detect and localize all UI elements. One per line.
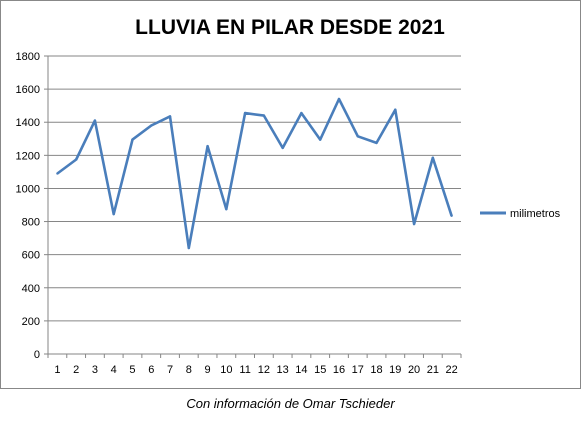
y-tick-label: 400 [22,283,40,295]
x-tick-label: 7 [167,364,173,376]
data-point [187,246,190,250]
y-tick-label: 1000 [16,183,40,195]
y-tick-label: 1400 [16,117,40,129]
x-tick-label: 16 [333,364,345,376]
data-point [450,214,453,217]
y-tick-label: 1200 [16,150,40,162]
x-tick-label: 1 [54,364,60,376]
data-point [319,138,322,141]
x-tick-label: 9 [205,364,211,376]
y-tick-label: 1600 [16,84,40,96]
data-point [56,172,59,175]
data-point [394,108,397,112]
y-tick-label: 200 [22,316,40,328]
data-point [131,138,134,141]
x-tick-label: 5 [129,364,135,376]
data-point [206,145,209,148]
data-point [300,111,303,115]
data-point [281,146,284,150]
x-tick-label: 17 [352,364,364,376]
data-point [112,212,115,216]
x-tick-label: 12 [258,364,270,376]
data-point [356,135,359,138]
x-tick-label: 4 [111,364,117,376]
legend-series-label: milimetros [510,208,561,220]
data-point [262,114,266,117]
x-tick-label: 20 [408,364,420,376]
legend: milimetros [480,208,561,220]
data-point [168,115,172,118]
x-tick-label: 6 [148,364,154,376]
x-tick-label: 15 [314,364,326,376]
chart-area-border [0,0,581,389]
data-point [412,222,416,226]
caption: Con información de Omar Tschieder [186,396,395,411]
x-tick-label: 8 [186,364,192,376]
data-point [243,111,247,115]
data-point [74,158,78,161]
y-tick-label: 600 [22,250,40,262]
series-line-milimetros [56,97,453,250]
x-tick-label: 14 [295,364,307,376]
x-tick-label: 13 [277,364,289,376]
data-point [225,207,228,211]
x-tick-label: 21 [427,364,439,376]
x-tick-label: 3 [92,364,98,376]
x-tick-label: 11 [239,364,250,376]
y-tick-label: 1800 [16,51,40,63]
x-tick-label: 2 [73,364,79,376]
y-tick-label: 0 [34,349,40,361]
x-tick-label: 18 [370,364,382,376]
data-point [93,119,97,122]
x-tick-label: 19 [389,364,401,376]
x-tick-label: 10 [220,364,232,376]
data-point [337,97,341,101]
data-point [431,156,435,160]
data-point [375,141,378,145]
chart-title: LLUVIA EN PILAR DESDE 2021 [135,16,445,39]
chart: LLUVIA EN PILAR DESDE 2021 0 200 400 600 800… [0,0,581,389]
x-tick-label: 22 [445,364,457,376]
data-point [150,124,153,127]
y-tick-label: 800 [22,217,40,229]
